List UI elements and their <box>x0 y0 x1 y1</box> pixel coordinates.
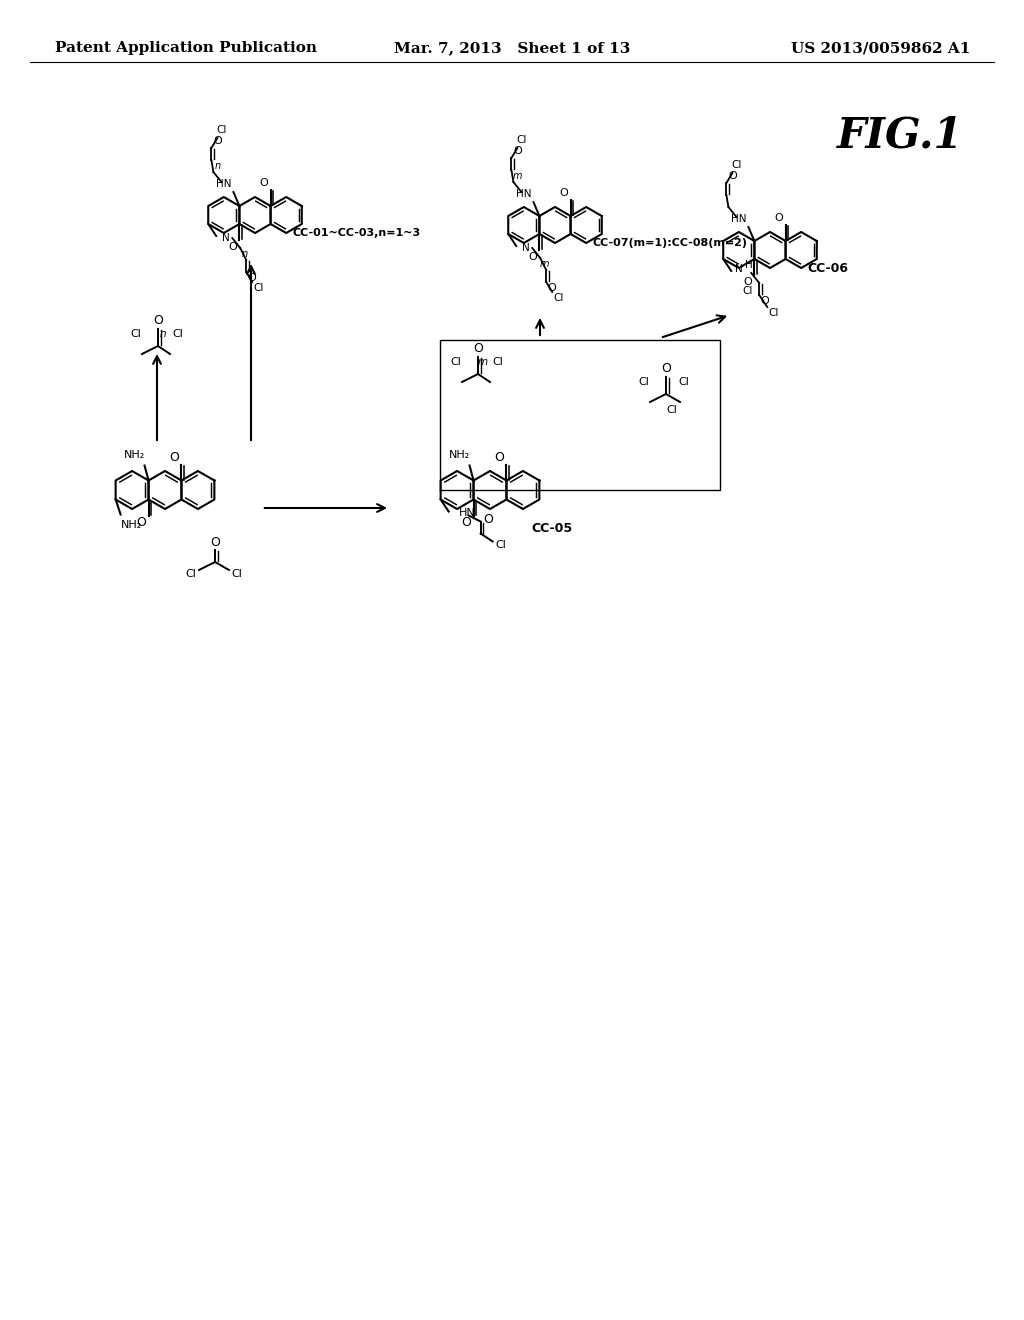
Text: m: m <box>540 259 549 269</box>
Text: O: O <box>210 536 220 549</box>
Text: m: m <box>478 356 488 367</box>
Text: O: O <box>662 362 671 375</box>
Text: Patent Application Publication: Patent Application Publication <box>55 41 317 55</box>
Text: Cl: Cl <box>639 378 649 387</box>
Text: O: O <box>153 314 163 326</box>
Text: Cl: Cl <box>253 282 263 293</box>
Text: O: O <box>170 451 179 465</box>
Text: Cl: Cl <box>493 356 504 367</box>
Text: O: O <box>774 213 783 223</box>
Text: N: N <box>522 243 530 253</box>
Text: NH₂: NH₂ <box>121 520 142 531</box>
Text: Mar. 7, 2013   Sheet 1 of 13: Mar. 7, 2013 Sheet 1 of 13 <box>394 41 630 55</box>
Text: O: O <box>228 242 237 252</box>
Text: O: O <box>473 342 483 355</box>
Text: FIG.1: FIG.1 <box>837 114 964 156</box>
Text: CC-05: CC-05 <box>530 521 572 535</box>
Text: US 2013/0059862 A1: US 2013/0059862 A1 <box>791 41 970 55</box>
Text: O: O <box>136 516 146 529</box>
Text: Cl: Cl <box>731 160 741 170</box>
Text: HN: HN <box>731 214 746 224</box>
Text: O: O <box>213 136 222 147</box>
Text: Cl: Cl <box>516 135 526 145</box>
Text: N: N <box>222 234 230 243</box>
Text: CC-06: CC-06 <box>807 261 848 275</box>
Text: O: O <box>259 178 268 187</box>
Text: Cl: Cl <box>173 329 183 339</box>
Text: Cl: Cl <box>231 569 243 579</box>
Text: HN: HN <box>516 189 531 199</box>
Text: O: O <box>483 513 494 525</box>
Text: HN: HN <box>216 180 231 189</box>
Text: NH₂: NH₂ <box>449 450 470 459</box>
Text: O: O <box>743 277 752 286</box>
Text: O: O <box>248 273 257 282</box>
Text: O: O <box>528 252 537 261</box>
Text: O: O <box>548 282 557 293</box>
Text: Cl: Cl <box>185 569 197 579</box>
Text: Cl: Cl <box>667 405 678 414</box>
Text: Cl: Cl <box>768 308 778 318</box>
Text: H: H <box>745 260 753 271</box>
Text: O: O <box>495 451 505 465</box>
Text: O: O <box>761 296 770 306</box>
Text: n: n <box>214 161 220 172</box>
Text: n: n <box>160 329 166 339</box>
Text: HN: HN <box>459 508 475 519</box>
Text: O: O <box>728 172 737 181</box>
Text: N: N <box>735 264 743 275</box>
Text: n: n <box>242 249 248 259</box>
Text: Cl: Cl <box>496 540 506 550</box>
Text: Cl: Cl <box>451 356 462 367</box>
Text: m: m <box>513 172 522 181</box>
Text: CC-07(m=1):CC-08(m=2): CC-07(m=1):CC-08(m=2) <box>592 238 748 248</box>
Text: Cl: Cl <box>131 329 141 339</box>
Text: O: O <box>513 147 522 156</box>
Text: O: O <box>462 516 471 529</box>
Text: Cl: Cl <box>216 125 226 135</box>
Text: Cl: Cl <box>742 286 753 296</box>
Text: CC-01~CC-03,n=1~3: CC-01~CC-03,n=1~3 <box>292 228 420 238</box>
Text: Cl: Cl <box>679 378 689 387</box>
Text: Cl: Cl <box>553 293 563 304</box>
Text: NH₂: NH₂ <box>124 450 145 459</box>
Text: O: O <box>559 187 568 198</box>
